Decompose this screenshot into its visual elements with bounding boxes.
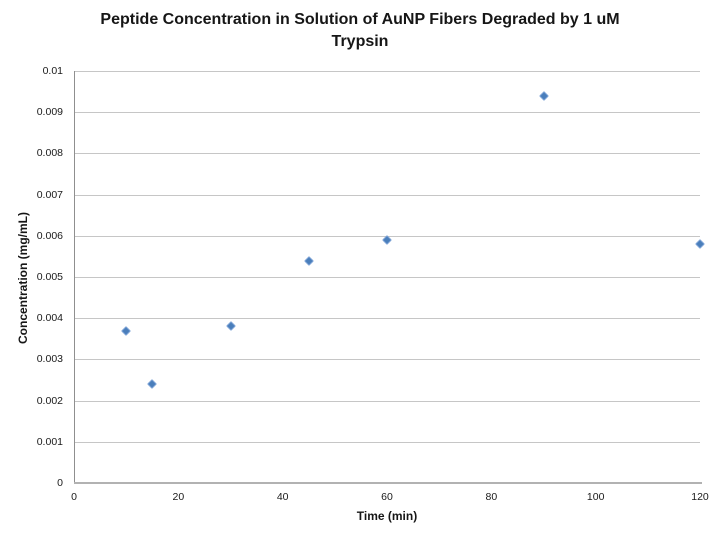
y-tick-label: 0.009 (36, 106, 63, 119)
gridline (74, 153, 700, 155)
data-point-diamond-icon (538, 90, 549, 101)
y-tick-label: 0.005 (36, 271, 63, 283)
gridline (74, 277, 700, 278)
y-tick-label: 0 (57, 477, 63, 489)
x-tick-label: 20 (172, 491, 185, 503)
x-tick-label: 80 (485, 491, 498, 503)
y-tick-label: 0.004 (36, 312, 63, 325)
x-tick-label: 60 (381, 491, 393, 503)
chart-title: Peptide Concentration in Solution of AuN… (0, 9, 720, 53)
y-tick-label: 0.002 (36, 394, 63, 407)
gridline (74, 194, 700, 196)
x-axis-line (74, 482, 702, 484)
chart-title-line1: Peptide Concentration in Solution of AuN… (100, 11, 620, 28)
y-tick-label: 0.008 (36, 147, 63, 160)
x-tick-label: 120 (691, 491, 709, 503)
data-point-diamond-icon (225, 321, 236, 332)
data-point-diamond-icon (695, 239, 705, 249)
y-tick-label: 0.007 (36, 188, 63, 201)
plot-area (74, 71, 705, 483)
y-tick-label: 0.001 (36, 435, 63, 448)
gridline (74, 400, 700, 402)
gridline (74, 441, 700, 443)
gridline (74, 71, 700, 72)
gridline (74, 318, 700, 320)
gridline (74, 112, 700, 114)
x-tick-label: 0 (71, 491, 77, 503)
x-tick-label: 100 (586, 491, 605, 503)
y-tick-label: 0.006 (36, 229, 63, 242)
data-point-diamond-icon (121, 325, 132, 336)
y-tick-label: 0.003 (36, 353, 63, 366)
x-axis-title: Time (min) (356, 509, 418, 523)
data-point-diamond-icon (147, 379, 158, 390)
y-tick-label: 0.01 (42, 65, 63, 77)
gridline (74, 359, 700, 361)
x-tick-label: 40 (276, 491, 289, 503)
chart-title-line2: Trypsin (331, 33, 389, 50)
y-axis-line (74, 71, 75, 483)
data-point-diamond-icon (303, 255, 314, 266)
